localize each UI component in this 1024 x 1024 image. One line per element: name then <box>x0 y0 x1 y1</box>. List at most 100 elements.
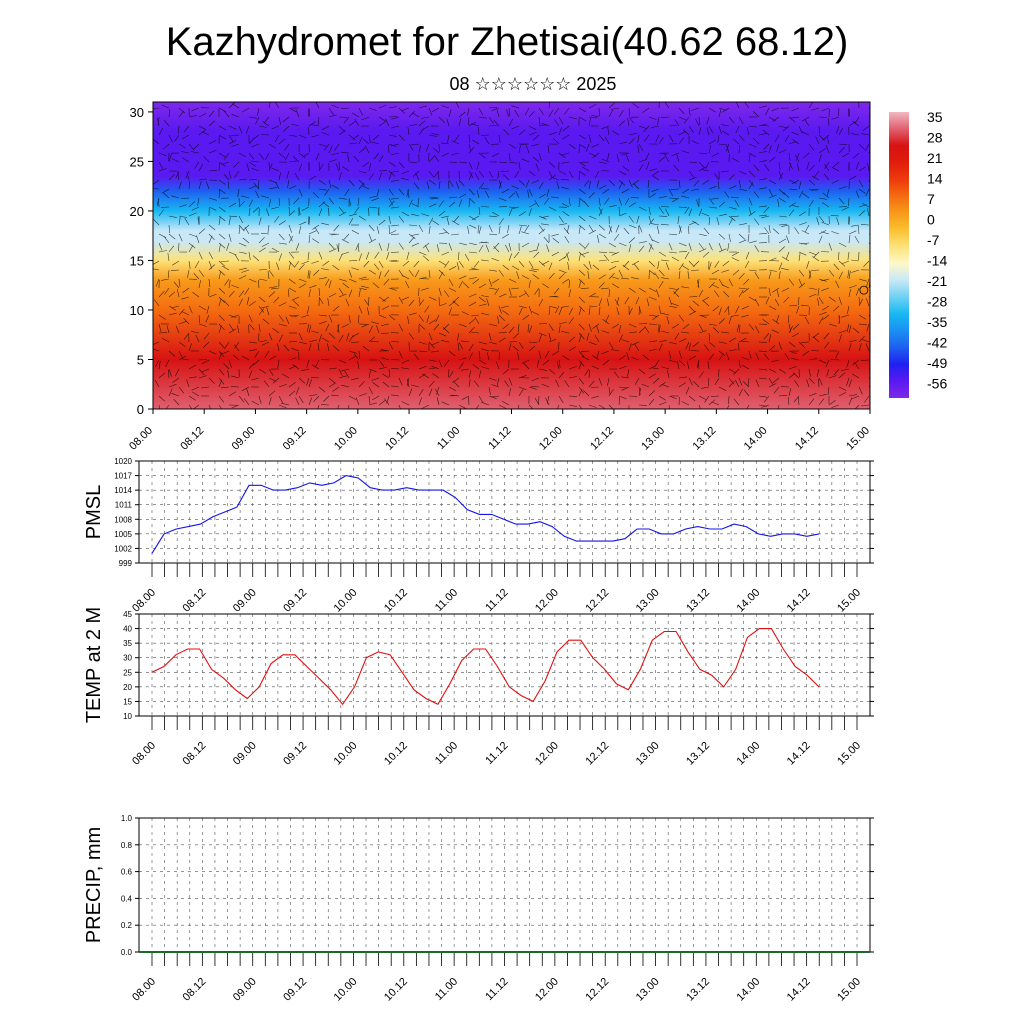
x-tick-label: 15.00 <box>844 425 872 453</box>
wind-barb <box>358 314 360 324</box>
wind-barb <box>521 242 530 248</box>
wind-barb <box>618 395 627 400</box>
wind-barb <box>830 215 840 217</box>
wind-barb <box>498 197 507 202</box>
wind-barb <box>268 161 270 171</box>
colorbar-label: -35 <box>927 314 947 330</box>
wind-barb <box>218 125 227 131</box>
wind-barb <box>768 188 773 197</box>
wind-barb <box>784 134 790 143</box>
wind-barb <box>278 302 287 307</box>
wind-barb <box>785 251 790 260</box>
wind-barb <box>738 179 741 188</box>
wind-barb <box>518 161 521 170</box>
wind-barb <box>553 107 560 115</box>
wind-barb <box>808 179 816 186</box>
wind-barb <box>178 217 181 226</box>
wind-barb <box>471 314 480 317</box>
wind-barb <box>758 395 767 398</box>
wind-barb <box>578 307 582 316</box>
y-tick-label: 25 <box>123 668 132 677</box>
wind-barb <box>631 277 640 280</box>
wind-barb <box>434 155 440 163</box>
wind-barb <box>158 198 160 208</box>
wind-barb <box>861 202 870 208</box>
wind-barb <box>611 107 620 110</box>
wind-barb <box>555 305 560 314</box>
wind-barb <box>772 377 780 384</box>
wind-barb <box>348 335 354 343</box>
x-tick-label: 09.12 <box>281 740 309 768</box>
wind-barb <box>831 116 840 120</box>
wind-barb <box>378 155 384 163</box>
wind-barb <box>818 316 824 325</box>
wind-barb <box>846 377 850 386</box>
wind-barb <box>368 224 375 232</box>
x-tick-label: 11.00 <box>435 425 462 452</box>
x-tick-label: 11.00 <box>433 740 460 767</box>
wind-barb <box>538 395 540 405</box>
wind-barb <box>153 107 160 109</box>
wind-barb <box>488 287 497 290</box>
y-tick-label: 10 <box>123 712 132 721</box>
wind-barb <box>852 152 860 159</box>
wind-barb <box>661 277 670 280</box>
wind-barb <box>821 231 830 235</box>
wind-barb <box>324 278 330 287</box>
wind-barb <box>718 307 722 316</box>
wind-barb <box>345 298 350 307</box>
wind-barb <box>858 179 864 188</box>
wind-barb <box>517 323 520 333</box>
wind-barb <box>598 107 600 117</box>
wind-barb <box>153 138 160 145</box>
wind-barb <box>768 224 771 233</box>
wind-barb <box>818 197 827 200</box>
wind-barb <box>438 271 444 280</box>
x-tick-label: 13.00 <box>639 425 667 453</box>
wind-barb <box>558 269 567 274</box>
wind-barb <box>541 123 550 127</box>
wind-barb <box>568 366 577 370</box>
wind-barb <box>758 377 767 380</box>
wind-barb <box>177 289 180 298</box>
wind-barb <box>288 382 296 388</box>
wind-barb <box>428 380 435 388</box>
wind-barb <box>318 143 327 147</box>
wind-barb <box>468 293 477 298</box>
wind-barb <box>738 188 747 191</box>
y-axis-label: PRECIP, mm <box>83 827 105 943</box>
wind-barb <box>678 396 680 406</box>
wind-barb <box>390 359 400 361</box>
wind-barb <box>588 116 597 119</box>
wind-barb <box>274 134 280 143</box>
wind-barb <box>457 343 460 352</box>
wind-barb <box>412 112 420 118</box>
wind-barb <box>493 242 500 250</box>
wind-barb <box>512 332 520 339</box>
wind-barb <box>684 206 690 214</box>
wind-barb <box>318 287 321 297</box>
wind-barb <box>178 143 186 149</box>
wind-barb <box>418 389 424 397</box>
wind-barb <box>178 242 180 252</box>
wind-barb <box>308 216 310 226</box>
wind-barb <box>848 121 856 127</box>
wind-barb <box>552 138 560 145</box>
wind-barb <box>488 269 497 272</box>
wind-barb <box>406 251 410 260</box>
wind-barb <box>588 224 594 232</box>
wind-barb <box>822 305 830 311</box>
wind-barb <box>163 119 170 127</box>
y-tick-label: 0.0 <box>121 948 133 957</box>
wind-barb <box>332 345 340 352</box>
wind-barb <box>266 208 270 217</box>
wind-barb <box>630 197 640 199</box>
wind-barb <box>188 404 193 409</box>
wind-barb <box>498 181 502 190</box>
wind-barb <box>432 220 440 226</box>
wind-barb <box>390 233 400 236</box>
wind-barb <box>511 125 520 130</box>
wind-barb <box>258 217 262 226</box>
wind-barb <box>481 348 490 352</box>
wind-barb <box>468 116 470 126</box>
